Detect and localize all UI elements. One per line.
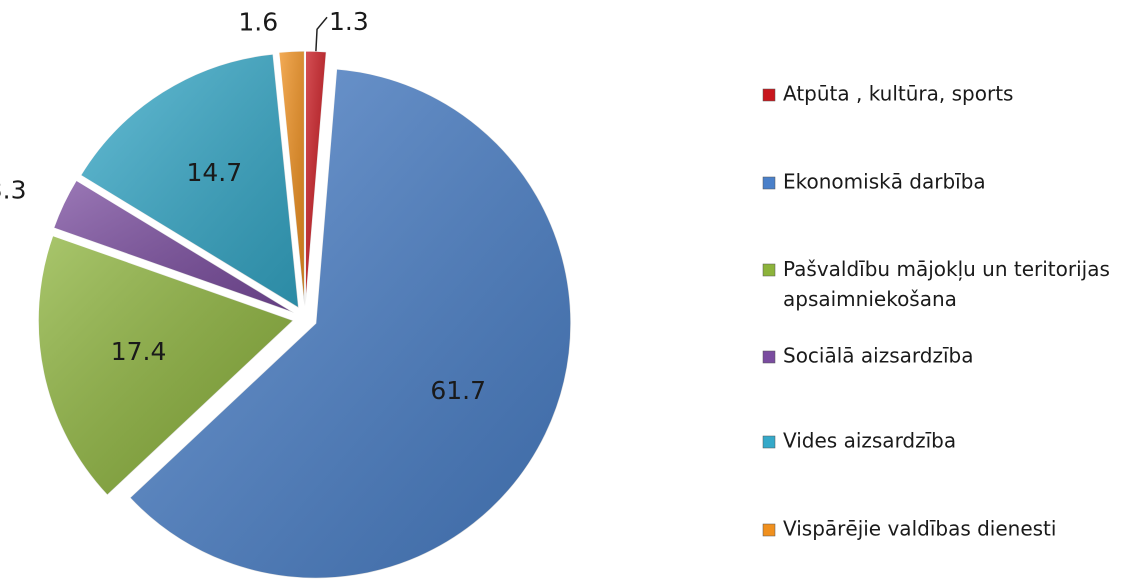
legend-label: Vispārējie valdības dienesti [783, 517, 1056, 541]
slice-shade [278, 51, 305, 307]
legend-label: Atpūta , kultūra, sports [783, 82, 1013, 106]
data-label: 1.3 [329, 7, 369, 36]
legend-swatch [762, 350, 776, 364]
data-label: 14.7 [186, 158, 242, 187]
legend-line: Pašvaldību mājokļu un teritorijas [783, 257, 1110, 281]
legend-swatch [762, 435, 776, 449]
legend-swatch [762, 523, 776, 537]
legend-swatch [762, 176, 776, 190]
slice-shade [80, 54, 299, 308]
data-label: 1.6 [238, 7, 278, 36]
slice-shade [38, 235, 294, 496]
legend-swatch [762, 88, 776, 102]
legend-line: apsaimniekošana [783, 287, 957, 311]
slice-shade [305, 51, 327, 307]
leader-line [315, 16, 328, 52]
legend-label: Vides aizsardzība [783, 429, 956, 453]
data-label: 3.3 [0, 176, 26, 205]
data-label: 17.4 [111, 337, 167, 366]
legend-label: Pašvaldību mājokļu un teritorijas apsaimn… [783, 257, 1110, 311]
slice-shade [129, 69, 571, 579]
legend-label: Sociālā aizsardzība [783, 344, 973, 368]
legend-swatch [762, 263, 776, 277]
data-label: 61.7 [430, 376, 486, 405]
legend-label: Ekonomiskā darbība [783, 170, 986, 194]
slice-shade [53, 180, 295, 313]
